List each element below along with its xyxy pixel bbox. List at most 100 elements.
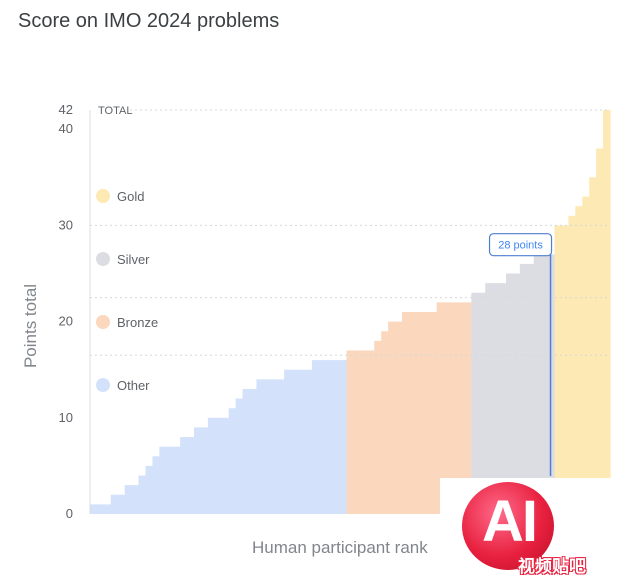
bar-other <box>124 485 133 514</box>
bar-bronze <box>436 302 445 514</box>
bar-other <box>284 369 292 514</box>
bar-bronze <box>408 312 417 514</box>
legend-swatch-other <box>96 378 110 392</box>
bar-other <box>110 494 119 514</box>
bar-other <box>221 417 230 514</box>
legend-label-silver: Silver <box>117 252 150 267</box>
bar-silver <box>519 263 528 514</box>
bar-bronze <box>402 312 410 514</box>
bar-other <box>277 379 285 514</box>
bar-silver <box>547 254 556 515</box>
y-tick-label: 10 <box>59 410 73 425</box>
bar-gold <box>575 206 583 514</box>
bar-other <box>291 369 299 514</box>
watermark-logo: AI 视频贴吧 <box>440 478 640 578</box>
bar-other <box>166 446 174 514</box>
bar-silver <box>540 254 549 515</box>
bar-other <box>180 437 188 514</box>
y-tick-label: 30 <box>59 217 73 232</box>
bar-other <box>138 475 147 514</box>
bar-bronze <box>346 350 355 514</box>
bar-other <box>235 398 244 514</box>
bar-bronze <box>388 321 396 514</box>
bar-gold <box>603 110 611 514</box>
bar-other <box>332 360 341 514</box>
watermark-subtext: 视频贴吧 <box>518 557 586 577</box>
y-axis: 0 10 20 30 40 42 TOTAL <box>59 102 133 521</box>
bar-silver <box>492 283 500 514</box>
bar-silver <box>499 283 507 514</box>
watermark-circle <box>462 482 554 570</box>
bar-silver <box>526 263 535 514</box>
bar-silver <box>485 283 493 514</box>
bar-gold <box>568 215 576 514</box>
bar-bronze <box>450 302 459 514</box>
bar-other <box>256 379 264 514</box>
bar-other <box>298 369 306 514</box>
y-axis-label: Points total <box>21 284 40 368</box>
bar-other <box>339 360 348 514</box>
legend-swatch-silver <box>96 252 110 266</box>
bar-other <box>159 446 167 514</box>
bar-other <box>194 427 202 514</box>
bar-silver <box>533 254 542 515</box>
bars-layer <box>90 110 611 515</box>
bar-bronze <box>353 350 361 514</box>
bar-bronze <box>381 331 389 514</box>
y-tick-label: 0 <box>66 506 73 521</box>
x-axis-label: Human participant rank <box>252 538 428 557</box>
bar-other <box>263 379 271 514</box>
bar-other <box>96 504 105 514</box>
bar-bronze <box>464 302 472 514</box>
annotation-label: 28 points <box>498 240 543 252</box>
legend: Gold Silver Bronze Other <box>96 189 158 393</box>
bar-other <box>187 437 195 514</box>
bar-other <box>117 494 126 514</box>
bar-other <box>318 360 327 514</box>
bar-bronze <box>429 312 438 514</box>
y-tick-label: 20 <box>59 314 73 329</box>
bar-other <box>200 427 209 514</box>
bar-gold <box>596 148 604 515</box>
bar-gold <box>561 225 569 514</box>
bar-bronze <box>367 350 375 514</box>
bar-other <box>325 360 334 514</box>
watermark-text: AI <box>482 489 538 554</box>
bar-other <box>90 504 98 514</box>
bar-other <box>228 408 237 514</box>
bar-other <box>131 485 140 514</box>
bar-silver <box>478 292 486 514</box>
bar-other <box>311 360 320 514</box>
bar-silver <box>512 273 521 514</box>
bar-other <box>145 465 153 514</box>
bar-bronze <box>422 312 431 514</box>
bar-silver <box>506 273 514 514</box>
legend-swatch-bronze <box>96 315 110 329</box>
y-tick-label: 40 <box>59 121 73 136</box>
annotation-layer: 28 points <box>488 233 553 476</box>
bar-bronze <box>443 302 452 514</box>
bar-other <box>152 456 160 514</box>
bar-other <box>207 417 216 514</box>
legend-label-other: Other <box>117 378 150 393</box>
bar-bronze <box>457 302 465 514</box>
legend-label-bronze: Bronze <box>117 315 158 330</box>
bar-bronze <box>374 340 382 514</box>
chart-title: Score on IMO 2024 problems <box>18 10 280 32</box>
gridlines <box>90 109 610 356</box>
legend-swatch-gold <box>96 189 110 203</box>
annotation-box <box>488 233 553 257</box>
bar-other <box>103 504 112 514</box>
bar-other <box>214 417 223 514</box>
y-tick-label: 42 <box>59 102 73 117</box>
bar-gold <box>589 177 597 514</box>
bar-other <box>304 369 313 514</box>
total-label: TOTAL <box>98 105 132 117</box>
legend-label-gold: Gold <box>117 189 144 204</box>
bar-bronze <box>395 321 403 514</box>
bar-gold <box>554 225 563 514</box>
bar-other <box>270 379 278 514</box>
bar-other <box>249 388 257 514</box>
bar-bronze <box>360 350 368 514</box>
